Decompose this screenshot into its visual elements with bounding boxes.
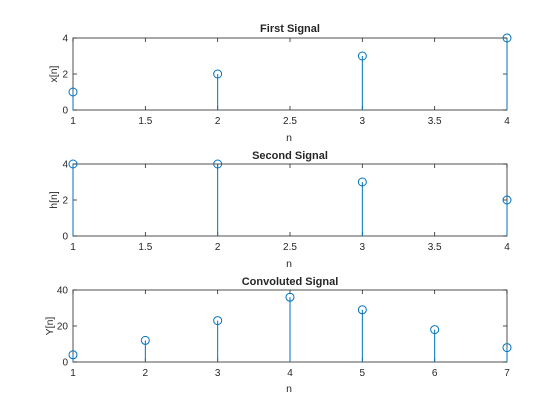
y-tick-label: 40 [57,286,69,297]
subplot-3-ylabel: Y[n] [44,317,56,336]
x-tick-label: 2 [215,116,221,127]
subplot-3-title: Convoluted Signal [242,276,339,288]
stem-marker [502,195,512,205]
subplot-1-stems [68,33,512,110]
x-tick-label: 2 [143,368,149,379]
stem-marker [68,87,78,97]
y-tick-label: 2 [62,196,68,207]
stem-marker [68,159,78,169]
x-tick-label: 1 [70,116,76,127]
x-tick-label: 3 [360,116,366,127]
subplot-2-title: Second Signal [252,150,328,162]
x-tick-label: 1.5 [138,116,152,127]
y-tick-label: 0 [62,106,68,117]
y-tick-label: 0 [62,358,68,369]
stem-marker [140,335,150,345]
subplot-3-tick-labels: 1 2 3 4 5 6 7 0 20 40 [57,286,510,380]
x-tick-label: 3.5 [428,116,442,127]
x-tick-label: 5 [360,368,366,379]
y-tick-label: 0 [62,232,68,243]
plot-area-box [72,163,508,237]
subplot-2-xlabel: n [286,258,292,270]
y-tick-label: 20 [57,322,69,333]
x-tick-label: 4 [504,242,510,253]
x-tick-label: 2.5 [283,116,297,127]
stem-marker [285,292,295,302]
subplot-2-ylabel: h[n] [48,191,60,209]
x-tick-label: 3 [215,368,221,379]
y-tick-label: 2 [62,70,68,81]
x-tick-label: 4 [287,368,293,379]
subplot-1-axes-frame [72,37,508,111]
stem-marker [430,325,440,335]
x-tick-label: 2.5 [283,242,297,253]
x-tick-label: 7 [504,368,510,379]
subplot-3-xlabel: n [286,383,292,395]
y-tick-label: 4 [62,34,68,45]
stem-marker [357,51,367,61]
subplot-3-stems [68,292,512,362]
y-tick-label: 4 [62,160,68,171]
subplot-convoluted-signal: Convoluted Signal n Y[n] 1 2 3 4 5 6 7 0 20 40 [44,276,512,395]
x-tick-label: 3.5 [428,242,442,253]
subplot-second-signal: Second Signal n h[n] 1 1.5 2 2.5 3 3.5 4 0 2 4 [48,150,512,270]
stem-marker [213,69,223,79]
x-tick-label: 2 [215,242,221,253]
x-tick-label: 4 [504,116,510,127]
stem-marker [502,343,512,353]
stem-marker [502,33,512,43]
x-tick-label: 3 [360,242,366,253]
subplot-2-stems [68,159,512,236]
x-tick-label: 1 [70,368,76,379]
x-tick-label: 1 [70,242,76,253]
stem-marker [357,305,367,315]
stem-marker [357,177,367,187]
subplot-1-title: First Signal [260,23,320,35]
subplot-1-tick-labels: 1 1.5 2 2.5 3 3.5 4 0 2 4 [62,34,510,128]
subplot-1-ylabel: x[n] [48,65,60,82]
subplot-2-axes-frame [72,163,508,237]
x-tick-label: 6 [432,368,438,379]
stem-marker [68,350,78,360]
subplot-first-signal: First Signal n x[n] 1 1.5 2 2.5 3 3.5 4 0 2 4 [48,23,512,144]
stem-marker [213,316,223,326]
x-tick-label: 1.5 [138,242,152,253]
stem-marker [213,159,223,169]
subplot-1-xlabel: n [286,132,292,144]
subplot-2-tick-labels: 1 1.5 2 2.5 3 3.5 4 0 2 4 [62,160,510,254]
plot-area-box [72,37,508,111]
